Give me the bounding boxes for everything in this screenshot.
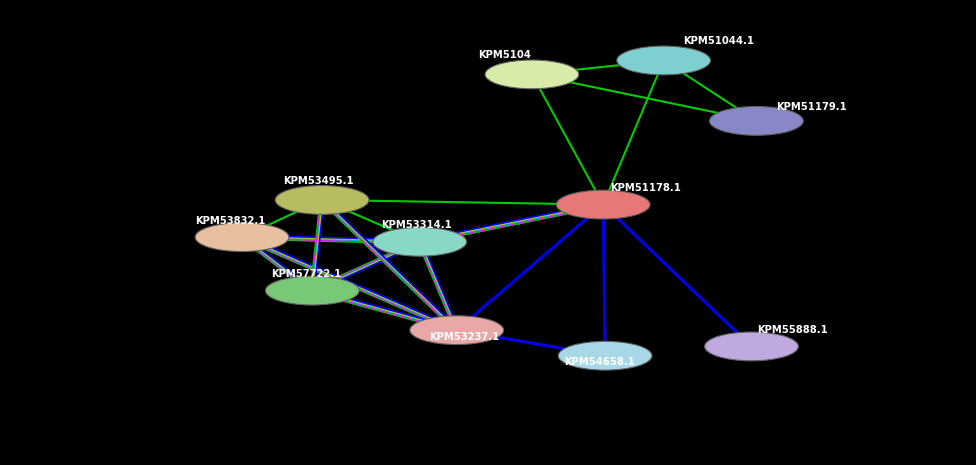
Ellipse shape [710, 106, 803, 135]
Text: KPM51178.1: KPM51178.1 [610, 183, 681, 193]
Ellipse shape [265, 276, 359, 305]
Text: KPM54658.1: KPM54658.1 [564, 357, 635, 367]
Ellipse shape [705, 332, 798, 361]
Ellipse shape [558, 341, 652, 370]
Ellipse shape [195, 223, 289, 252]
Text: KPM55888.1: KPM55888.1 [757, 325, 828, 335]
Ellipse shape [556, 190, 650, 219]
Ellipse shape [275, 186, 369, 214]
Text: KPM53495.1: KPM53495.1 [283, 176, 353, 186]
Ellipse shape [485, 60, 579, 89]
Text: KPM53832.1: KPM53832.1 [195, 215, 265, 226]
Text: KPM57722.1: KPM57722.1 [271, 269, 342, 279]
Text: KPM51044.1: KPM51044.1 [683, 36, 754, 47]
Text: KPM53314.1: KPM53314.1 [381, 220, 451, 230]
Text: KPM53237.1: KPM53237.1 [429, 332, 500, 342]
Ellipse shape [617, 46, 711, 75]
Ellipse shape [410, 316, 504, 345]
Ellipse shape [373, 227, 467, 256]
Text: KPM5104: KPM5104 [478, 50, 531, 60]
Text: KPM51179.1: KPM51179.1 [776, 101, 846, 112]
